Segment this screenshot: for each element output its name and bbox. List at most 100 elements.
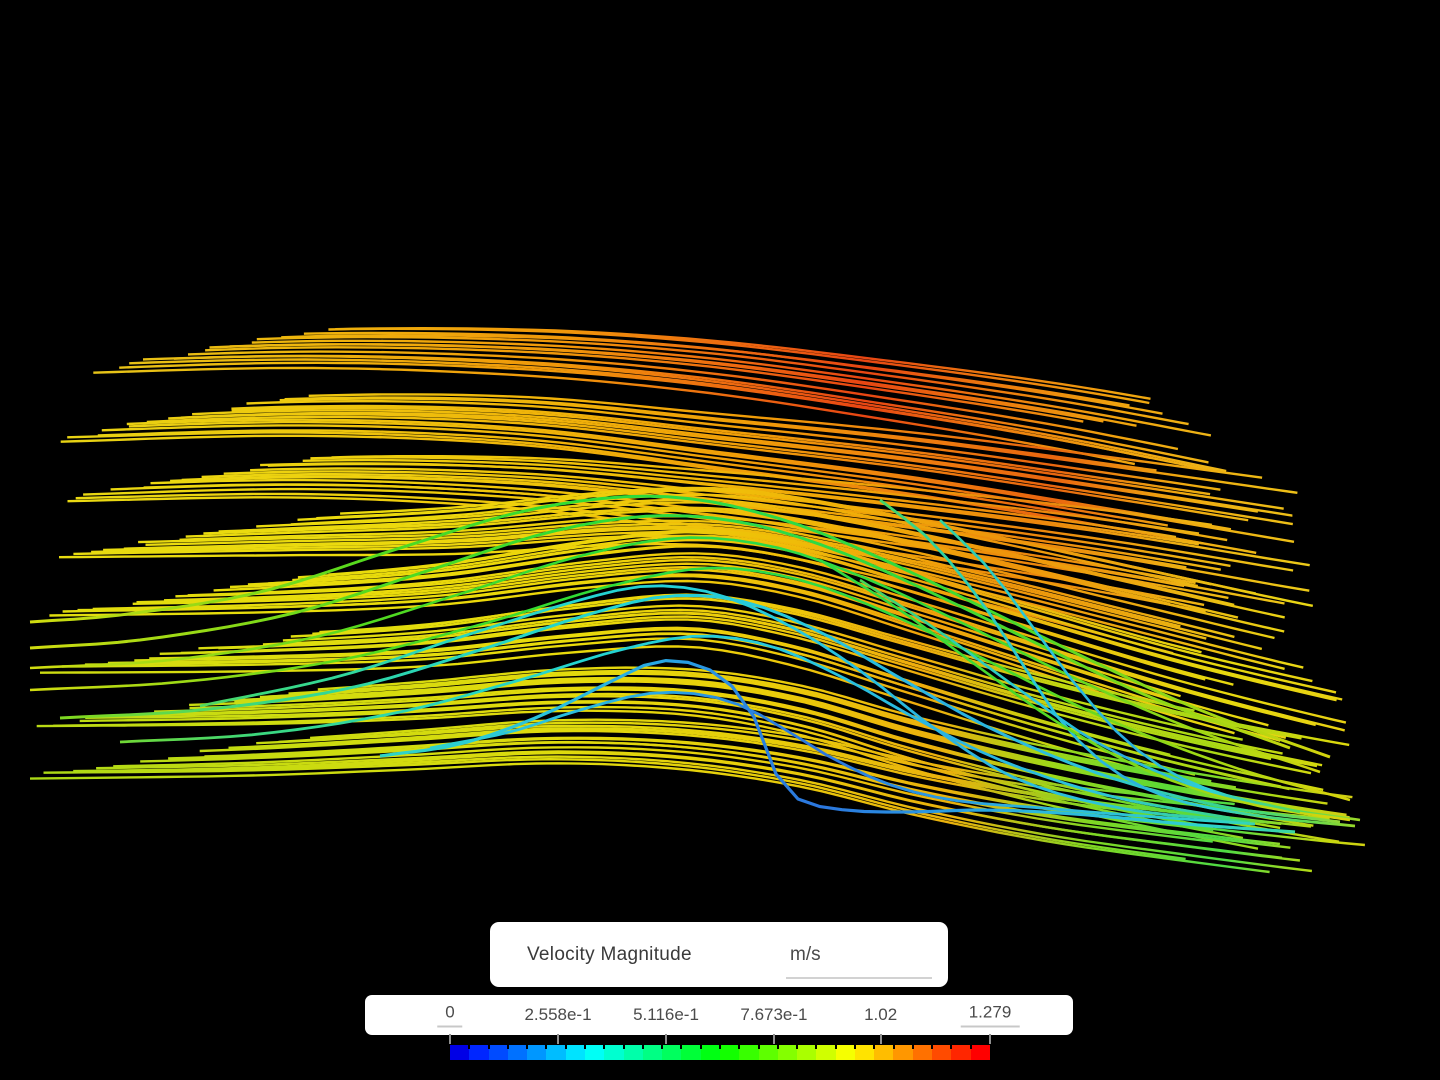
streamline xyxy=(199,584,1251,824)
legend-title-box: Velocity Magnitude m/s xyxy=(490,922,948,987)
streamline xyxy=(279,397,1298,494)
streamline xyxy=(205,346,1084,423)
colorbar-segment xyxy=(777,1045,798,1060)
scale-tick-label: 2.558e-1 xyxy=(524,1005,592,1024)
scale-tick-label: 1.02 xyxy=(864,1005,898,1024)
streamline xyxy=(103,527,1207,640)
streamline xyxy=(331,455,1213,526)
colorbar-segment xyxy=(835,1045,855,1060)
streamline xyxy=(145,522,1181,628)
colorbar-segment xyxy=(546,1045,566,1060)
streamline xyxy=(199,729,1179,818)
colorbar-segment xyxy=(854,1045,875,1060)
scale-tick-label: 5.116e-1 xyxy=(633,1005,699,1024)
streamline xyxy=(168,413,1293,526)
streamline xyxy=(281,334,1130,407)
streamline xyxy=(250,467,1294,572)
colorbar-segment xyxy=(681,1045,701,1060)
streamline xyxy=(223,470,1231,568)
streamline xyxy=(231,404,1211,496)
streamline xyxy=(192,409,1294,517)
colorbar-segment xyxy=(565,1045,585,1060)
streamline xyxy=(310,718,1236,806)
streamline xyxy=(150,478,1196,585)
streamline xyxy=(189,680,1323,817)
streamline xyxy=(262,608,1283,755)
streamline xyxy=(43,758,1186,861)
streamline xyxy=(126,418,1232,531)
streamline xyxy=(256,335,1189,426)
streamline xyxy=(93,366,1136,466)
streamline xyxy=(246,400,1221,491)
streamline xyxy=(256,498,1235,607)
streamline xyxy=(939,519,1361,822)
streamline xyxy=(136,562,1181,698)
streamline xyxy=(92,568,1187,706)
streamline xyxy=(189,686,1267,818)
colorbar-segment xyxy=(932,1045,952,1060)
colorbar-segment xyxy=(469,1045,489,1060)
unit-underline xyxy=(786,977,932,979)
streamline xyxy=(75,492,1205,607)
streamline xyxy=(73,755,1313,873)
colorbar-segment xyxy=(642,1045,663,1060)
streamline xyxy=(308,393,1263,479)
colorbar-segment xyxy=(662,1045,682,1060)
streamline xyxy=(49,579,1235,735)
streamline xyxy=(140,741,1281,846)
scale-max-field[interactable]: 1.279 xyxy=(960,1003,1020,1028)
streamline xyxy=(119,634,1231,820)
streamline xyxy=(312,593,1195,712)
colorbar-segment xyxy=(488,1045,508,1060)
streamline xyxy=(187,350,1179,451)
colorbar-segment xyxy=(797,1045,817,1060)
colorbar-segment xyxy=(450,1045,470,1060)
streamline xyxy=(61,637,1196,776)
streamline xyxy=(379,659,1296,834)
streamline xyxy=(879,498,1356,828)
colorbar-segment xyxy=(700,1045,720,1060)
streamline xyxy=(83,487,1229,600)
streamline xyxy=(203,506,1239,619)
streamline xyxy=(96,751,1283,859)
streamline xyxy=(180,411,1259,513)
colorbar-segment xyxy=(719,1045,740,1060)
colorbar-segment xyxy=(816,1045,836,1060)
streamline xyxy=(859,578,1301,814)
streamline xyxy=(29,494,1331,759)
streamline xyxy=(228,676,1347,816)
streamline xyxy=(240,501,1285,619)
colorbar-segment xyxy=(951,1045,971,1060)
streamline xyxy=(290,493,1199,588)
streamline xyxy=(819,558,1351,822)
streamline xyxy=(116,695,1340,843)
streamline xyxy=(119,361,1217,473)
streamline xyxy=(29,514,1291,750)
streamline xyxy=(297,489,1212,586)
streamline xyxy=(179,515,1275,640)
colorbar-segment xyxy=(758,1045,778,1060)
streamline xyxy=(302,458,1177,539)
streamline xyxy=(113,746,1213,843)
scale-min-field[interactable]: 0 xyxy=(437,1003,463,1028)
streamline xyxy=(251,339,1212,437)
streamline xyxy=(231,406,1284,510)
streamline xyxy=(209,343,1137,427)
colorbar-segment xyxy=(584,1045,605,1060)
streamline xyxy=(149,626,1171,757)
streamline xyxy=(159,618,1312,775)
streamline xyxy=(297,530,1313,683)
streamline xyxy=(29,566,1351,802)
streamline xyxy=(213,545,1234,686)
legend-unit-field[interactable]: m/s xyxy=(790,943,821,965)
streamline xyxy=(429,690,1256,826)
streamline xyxy=(328,327,1150,405)
streamline xyxy=(29,762,1270,874)
colorbar-segment xyxy=(874,1045,894,1060)
streamline xyxy=(317,666,1353,799)
colorbar-segment xyxy=(739,1045,759,1060)
colorbar-segment xyxy=(912,1045,933,1060)
colorbar-segment xyxy=(507,1045,528,1060)
streamline xyxy=(185,509,1285,633)
